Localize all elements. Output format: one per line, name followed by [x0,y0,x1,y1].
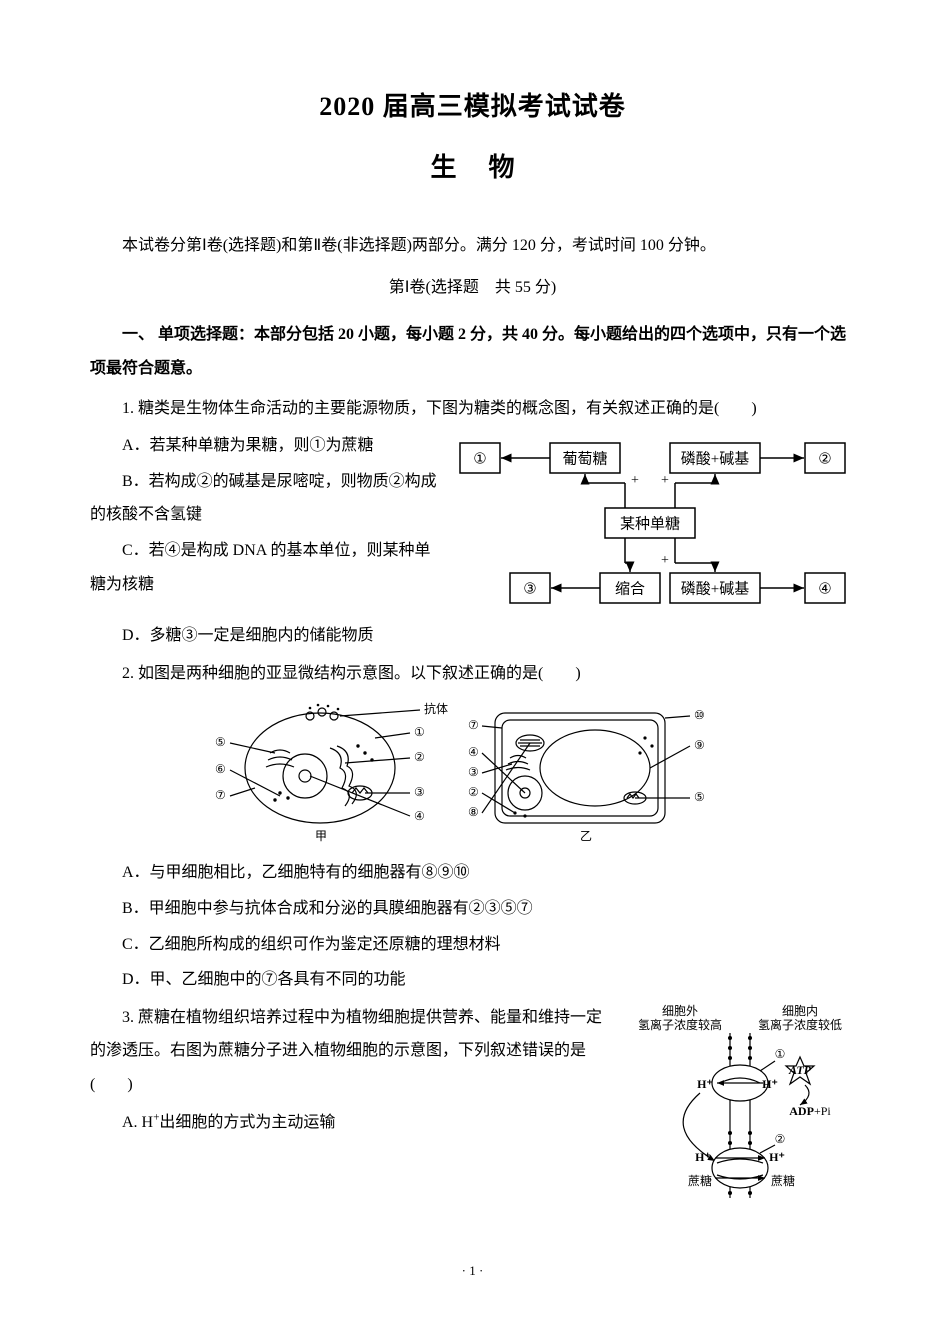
q1-node-pb1: 磷酸+碱基 [681,451,749,468]
q1-opt-d: D．多糖③一定是细胞内的储能物质 [90,619,855,653]
q2-label-4b: ④ [468,745,479,759]
page-title-2: 生物 [90,141,855,196]
q3-atp: ATP [788,1063,812,1077]
q2-label-2: ② [414,750,425,764]
q1-node-mono: 某种单糖 [620,516,680,533]
q2-label-4: ④ [414,809,425,823]
q2-label-10: ⑩ [694,708,705,722]
q3-membrane-figure: 细胞外 氢离子浓度较高 细胞内 氢离子浓度较低 ① ATP ADP+Pi H⁺ … [625,1003,855,1203]
q2-cell-diagrams: 抗体 ① ② ③ ④ ⑤ ⑥ ⑦ 甲 [210,698,710,848]
q2-label-antibody: 抗体 [424,701,448,716]
q1-plus-3: + [661,553,669,568]
q1-node-glucose: 葡萄糖 [562,451,607,468]
q1-node-2: ② [818,452,831,468]
q2-label-7b: ⑦ [468,718,479,732]
q1-plus-1: + [631,473,639,488]
q1-node-1: ① [473,452,486,468]
q2-opt-c: C．乙细胞所构成的组织可作为鉴定还原糖的理想材料 [90,928,855,962]
q3-out-label2: 氢离子浓度较高 [638,1017,722,1032]
q3-in-label1: 细胞内 [782,1004,818,1018]
section-1-head: 第Ⅰ卷(选择题 共 55 分) [90,271,855,305]
q2-label-6: ⑥ [215,762,226,776]
q2-label-5: ⑤ [215,735,226,749]
q1-node-4: ④ [818,582,831,598]
q3-suc-left: 蔗糖 [688,1173,712,1188]
page-title-1: 2020 届高三模拟考试试卷 [90,80,855,135]
exam-intro: 本试卷分第Ⅰ卷(选择题)和第Ⅱ卷(非选择题)两部分。满分 120 分，考试时间 … [90,229,855,263]
q3-H-left2: H⁺ [695,1150,711,1164]
q3-in-label2: 氢离子浓度较低 [758,1017,842,1032]
q2-opt-d: D．甲、乙细胞中的⑦各具有不同的功能 [90,963,855,997]
q1-node-cond: 缩合 [615,581,645,598]
q3-out-label1: 细胞外 [662,1004,698,1018]
q2-label-jia: 甲 [315,829,327,843]
q1-stem: 1. 糖类是生物体生命活动的主要能源物质，下图为糖类的概念图，有关叙述正确的是(… [90,392,855,426]
q2-label-9: ⑨ [694,738,705,752]
q2-label-3: ③ [414,785,425,799]
q2-label-8: ⑧ [468,805,479,819]
q3-H-in: H⁺ [762,1077,778,1091]
q2-opt-b: B．甲细胞中参与抗体合成和分泌的具膜细胞器有②③⑤⑦ [90,892,855,926]
q1-flowchart: ① 葡萄糖 磷酸+碱基 ② 某种单糖 ③ 缩合 磷酸+碱基 ④ + + + [455,433,855,613]
q2-label-2b: ② [468,785,479,799]
q3-circ-2: ② [775,1132,786,1146]
section-1-title: 一、 单项选择题：本部分包括 20 小题，每小题 2 分，共 40 分。每小题给… [90,318,855,385]
q3-H-out: H⁺ [697,1077,713,1091]
q2-opt-a: A．与甲细胞相比，乙细胞特有的细胞器有⑧⑨⑩ [90,856,855,890]
q2-stem: 2. 如图是两种细胞的亚显微结构示意图。以下叙述正确的是( ) [90,657,855,691]
q1-node-pb2: 磷酸+碱基 [681,581,749,598]
q3-suc-right: 蔗糖 [771,1173,795,1188]
q2-label-5b: ⑤ [694,790,705,804]
q2-label-7: ⑦ [215,788,226,802]
q3-adp: ADP+Pi [789,1104,831,1118]
page-footer: · 1 · [90,1257,855,1284]
q2-label-3b: ③ [468,765,479,779]
q3-H-right2: H⁺ [769,1150,785,1164]
q2-label-1: ① [414,725,425,739]
q1-plus-2: + [661,473,669,488]
q3-circ-1: ① [775,1047,786,1061]
q1-node-3: ③ [523,582,536,598]
q2-label-yi: 乙 [580,829,592,843]
